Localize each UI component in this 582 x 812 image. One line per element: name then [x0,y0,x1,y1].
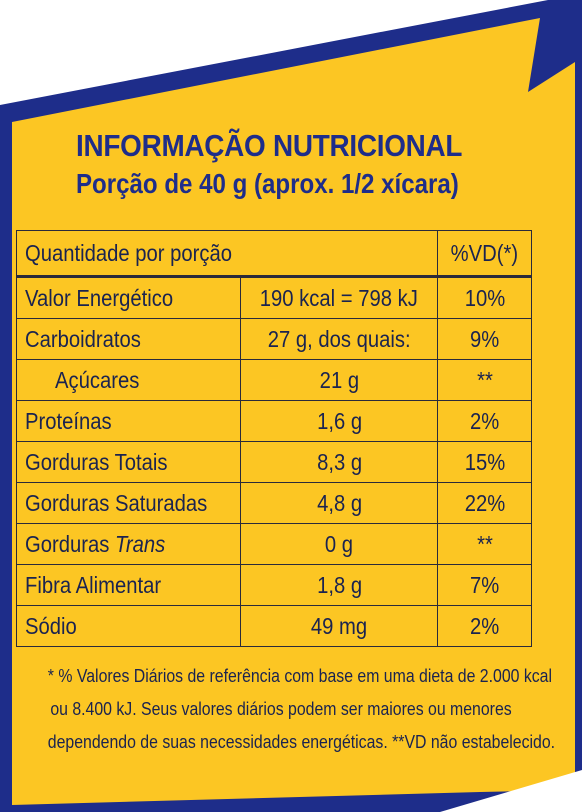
table-header-row: Quantidade por porção %VD(*) [15,230,532,277]
table-row: Açúcares 21 g ** [15,359,532,401]
nutrient-name: Carboidratos [15,318,242,360]
table-row: Sódio 49 mg 2% [15,605,532,647]
page-title: INFORMAÇÃO NUTRICIONAL [76,128,463,163]
header: INFORMAÇÃO NUTRICIONAL Porção de 40 g (a… [16,128,552,202]
nutrient-amount: 49 mg [240,605,439,647]
nutrient-vd: 2% [437,605,532,647]
nutrient-amount: 190 kcal = 798 kJ [240,275,439,319]
table-row: Gorduras Saturadas 4,8 g 22% [15,482,532,524]
nutrient-amount: 0 g [240,523,439,565]
footnote-line: ou 8.400 kJ. Seus valores diários podem … [50,699,512,719]
footnote-line: * % Valores Diários de referência com ba… [47,666,553,686]
white-corner [440,770,582,812]
table-row: Carboidratos 27 g, dos quais: 9% [15,318,532,360]
nutrient-amount: 21 g [240,359,439,401]
table-row: Gorduras Trans 0 g ** [15,523,532,565]
nutrient-name: Gorduras Saturadas [15,482,242,524]
nutrient-vd: 15% [437,441,532,483]
footnote: * % Valores Diários de referência com ba… [16,660,556,759]
nutrient-name: Valor Energético [15,275,242,319]
nutrient-vd: ** [437,523,532,565]
nutrient-vd: 7% [437,564,532,606]
nutrient-vd: 22% [437,482,532,524]
nutrient-amount: 1,8 g [240,564,439,606]
nutrient-vd: 2% [437,400,532,442]
nutrient-name: Gorduras Trans [15,523,242,565]
nutrient-name: Açúcares [15,359,242,401]
table-row: Fibra Alimentar 1,8 g 7% [15,564,532,606]
nutrient-name: Sódio [15,605,242,647]
table-row: Gorduras Totais 8,3 g 15% [15,441,532,483]
nutrient-vd: ** [437,359,532,401]
table-row: Proteínas 1,6 g 2% [15,400,532,442]
trans-italic: Trans [114,530,166,557]
nutrient-vd: 10% [437,275,532,319]
nutrient-vd: 9% [437,318,532,360]
portion-subtitle: Porção de 40 g (aprox. 1/2 xícara) [76,168,459,199]
quantity-header: Quantidade por porção [15,230,439,277]
nutrient-amount: 8,3 g [240,441,439,483]
vd-header: %VD(*) [437,230,532,277]
nutrient-name: Gorduras Totais [15,441,242,483]
nutrient-amount: 4,8 g [240,482,439,524]
footnote-line: dependendo de suas necessidades energéti… [47,732,556,752]
table-row: Valor Energético 190 kcal = 798 kJ 10% [15,275,532,319]
nutrition-table: Quantidade por porção %VD(*) Valor Energ… [15,230,532,647]
nutrient-amount: 27 g, dos quais: [240,318,439,360]
nutrient-name: Fibra Alimentar [15,564,242,606]
nutrient-amount: 1,6 g [240,400,439,442]
nutrient-name: Proteínas [15,400,242,442]
